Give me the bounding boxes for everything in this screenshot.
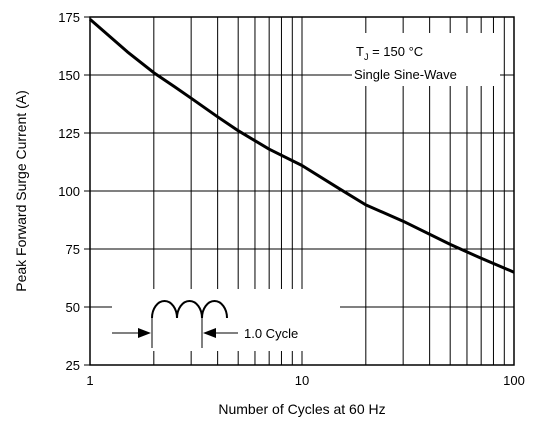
y-tick-label: 150 <box>58 68 80 83</box>
y-tick-label: 50 <box>66 300 80 315</box>
cycle-label: 1.0 Cycle <box>244 326 298 341</box>
series-line <box>89 18 515 274</box>
y-tick-label: 75 <box>66 242 80 257</box>
x-tick-label: 1 <box>86 373 93 388</box>
x-tick-label: 10 <box>295 373 309 388</box>
y-tick-label: 100 <box>58 184 80 199</box>
waveform-inset-background <box>112 289 340 351</box>
condition-tj-label: TJ = 150 °C <box>356 44 423 62</box>
y-tick-label: 25 <box>66 358 80 373</box>
series-group <box>89 18 515 274</box>
tick-labels: 1 10 100 25 50 75 100 125 150 175 <box>58 10 525 388</box>
cycle-arrow-left-head <box>138 328 151 338</box>
y-tick-label: 175 <box>58 10 80 25</box>
annotation-group: TJ = 150 °C Single Sine-Wave 1.0 Cycle <box>112 33 500 351</box>
y-axis-title: Peak Forward Surge Current (A) <box>13 90 29 292</box>
condition-wave-label: Single Sine-Wave <box>354 67 457 82</box>
y-tick-label: 125 <box>58 126 80 141</box>
condition-label-background <box>352 33 500 86</box>
cycle-arrow-right-head <box>203 328 216 338</box>
half-sine-wave-icon <box>151 300 228 319</box>
x-axis-title: Number of Cycles at 60 Hz <box>218 401 385 417</box>
x-tick-label: 100 <box>503 373 525 388</box>
